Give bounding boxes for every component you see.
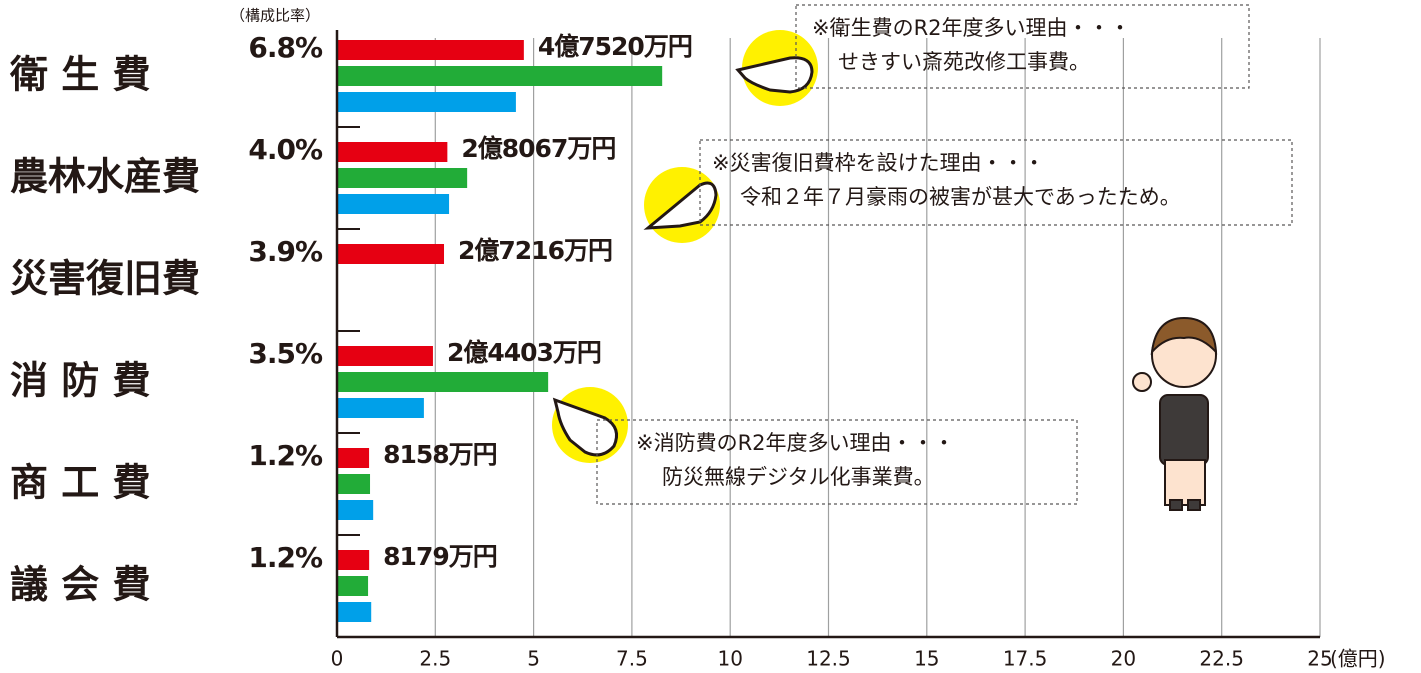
x-tick-label: 17.5 xyxy=(1003,647,1048,671)
annotation-text: ※消防費のR2年度多い理由・・・ xyxy=(636,431,955,455)
annotation-text: せきすい斎苑改修工事費。 xyxy=(838,50,1090,74)
bar xyxy=(337,550,370,570)
share-label: 3.5% xyxy=(248,337,323,370)
bar xyxy=(337,66,663,86)
character xyxy=(1132,316,1218,511)
x-tick-label: 10 xyxy=(717,647,742,671)
bar xyxy=(337,602,372,622)
value-label: 2億7216万円 xyxy=(458,236,612,265)
value-label: 8179万円 xyxy=(383,542,497,571)
share-label: 1.2% xyxy=(248,439,323,472)
x-tick-label: 12.5 xyxy=(806,647,851,671)
value-label: 2億4403万円 xyxy=(447,338,601,367)
bar xyxy=(337,500,374,520)
annotation-text: 令和２年７月豪雨の被害が甚大であったため。 xyxy=(740,185,1181,209)
x-tick-label: 2.5 xyxy=(419,647,451,671)
hand-icon xyxy=(735,30,818,106)
x-tick-label: 20 xyxy=(1111,647,1136,671)
bar xyxy=(337,168,468,188)
category-label: 衛 生 費 xyxy=(9,53,150,97)
annotation-box xyxy=(596,419,1078,505)
x-tick-label: 7.5 xyxy=(616,647,648,671)
category-label: 農林水産費 xyxy=(10,155,200,199)
x-tick-label: 15 xyxy=(914,647,939,671)
bar xyxy=(337,194,450,214)
bar xyxy=(337,346,433,366)
bar xyxy=(337,576,369,596)
annotation-text: 防災無線デジタル化事業費。 xyxy=(662,465,935,489)
bar xyxy=(337,372,549,392)
category-label: 議 会 費 xyxy=(10,563,150,607)
bar xyxy=(337,244,445,264)
plot: 0 2.5 5 7.5 10 12.5 15 17.5 20 22.5 25 衛 生 費 6.8% 4億7… xyxy=(9,30,1333,671)
annotation-text: ※災害復旧費枠を設けた理由・・・ xyxy=(712,151,1045,175)
bar xyxy=(337,448,370,468)
value-label: 8158万円 xyxy=(383,440,497,469)
value-label: 4億7520万円 xyxy=(538,32,692,61)
share-label: 3.9% xyxy=(248,235,323,268)
share-label: 4.0% xyxy=(248,133,323,166)
bar xyxy=(337,40,524,60)
bar xyxy=(337,142,448,162)
bar xyxy=(337,474,371,494)
share-label: 6.8% xyxy=(248,31,323,64)
category-label: 災害復旧費 xyxy=(10,257,200,301)
x-tick-label: 0 xyxy=(331,647,344,671)
x-tick-label: 22.5 xyxy=(1199,647,1244,671)
category-label: 消 防 費 xyxy=(10,359,150,403)
bar xyxy=(337,398,424,418)
x-unit: (億円) xyxy=(1330,647,1386,671)
x-tick-label: 25 xyxy=(1307,647,1332,671)
bar xyxy=(337,92,516,112)
value-label: 2億8067万円 xyxy=(461,134,615,163)
share-label: 1.2% xyxy=(248,541,323,574)
share-header: （構成比率） xyxy=(230,7,320,25)
hand-icon xyxy=(643,167,720,243)
annotation-box xyxy=(699,139,1293,226)
x-tick-label: 5 xyxy=(527,647,540,671)
annotation-box xyxy=(795,4,1250,89)
annotation-text: ※衛生費のR2年度多い理由・・・ xyxy=(812,16,1131,40)
category-label: 商 工 費 xyxy=(10,461,150,505)
hand-icon xyxy=(552,387,628,463)
